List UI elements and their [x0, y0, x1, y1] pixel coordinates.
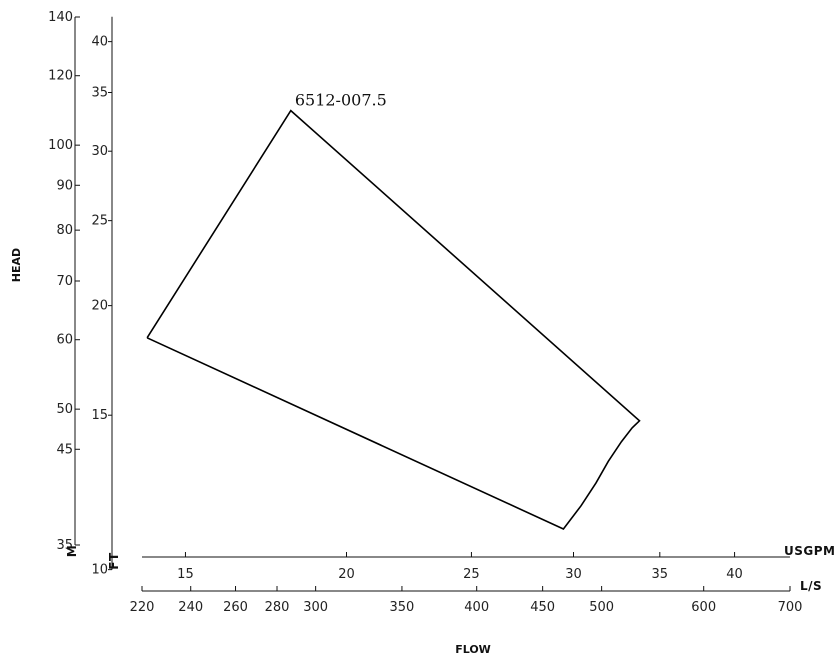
- tick-label-usgpm-700: 700: [778, 600, 803, 615]
- tick-label-ft-60: 60: [56, 333, 73, 348]
- series-line-0: [146, 109, 641, 530]
- unit-label-usgpm: USGPM: [784, 544, 835, 558]
- x-axis-ls: 15 20 25 30 35 40: [142, 552, 790, 582]
- tick-label-m-15: 15: [91, 408, 108, 423]
- y-axis-title: HEAD: [10, 248, 23, 282]
- tick-label-ls-20: 20: [338, 567, 355, 582]
- tick-label-ft-100: 100: [48, 138, 73, 153]
- tick-label-ft-90: 90: [56, 178, 73, 193]
- tick-label-ls-25: 25: [463, 567, 480, 582]
- tick-label-m-25: 25: [91, 214, 108, 229]
- tick-label-m-20: 20: [91, 299, 108, 314]
- tick-label-m-40: 40: [91, 35, 108, 50]
- unit-label-ls: L/S: [800, 579, 822, 593]
- tick-label-ft-45: 45: [56, 442, 73, 457]
- tick-label-m-10: 10: [91, 563, 108, 578]
- tick-label-usgpm-260: 260: [223, 600, 248, 615]
- tick-label-ft-50: 50: [56, 402, 73, 417]
- series-group: 6512-007.5: [146, 91, 641, 530]
- unit-label-m: M: [65, 545, 79, 557]
- tick-label-usgpm-300: 300: [303, 600, 328, 615]
- y-axis-ft: 35 45 50 60 70 80 90 100 120 140: [48, 10, 80, 553]
- tick-label-usgpm-500: 500: [589, 600, 614, 615]
- x-axis-title: FLOW: [455, 643, 491, 656]
- tick-label-ft-140: 140: [48, 10, 73, 25]
- tick-label-usgpm-400: 400: [464, 600, 489, 615]
- unit-label-ft: FT: [107, 552, 121, 570]
- tick-label-m-30: 30: [91, 144, 108, 159]
- y-axis-m: 10 15 20 25 30 35 40: [91, 16, 113, 578]
- tick-label-ls-40: 40: [726, 567, 743, 582]
- x-axis-usgpm: 220 240 260 280 300 350 400 450 500 600 700: [130, 586, 803, 615]
- tick-label-usgpm-350: 350: [390, 600, 415, 615]
- tick-label-m-35: 35: [91, 85, 108, 100]
- tick-label-usgpm-280: 280: [265, 600, 290, 615]
- tick-label-ft-80: 80: [56, 223, 73, 238]
- tick-label-usgpm-240: 240: [178, 600, 203, 615]
- tick-label-usgpm-450: 450: [530, 600, 555, 615]
- tick-label-ft-70: 70: [56, 274, 73, 289]
- tick-label-ft-35: 35: [56, 538, 73, 553]
- series-label-0: 6512-007.5: [295, 91, 387, 110]
- tick-label-ls-30: 30: [565, 567, 582, 582]
- tick-label-usgpm-220: 220: [130, 600, 155, 615]
- tick-label-usgpm-600: 600: [691, 600, 716, 615]
- tick-label-ls-35: 35: [652, 567, 669, 582]
- tick-label-ft-120: 120: [48, 69, 73, 84]
- tick-label-ls-15: 15: [177, 567, 194, 582]
